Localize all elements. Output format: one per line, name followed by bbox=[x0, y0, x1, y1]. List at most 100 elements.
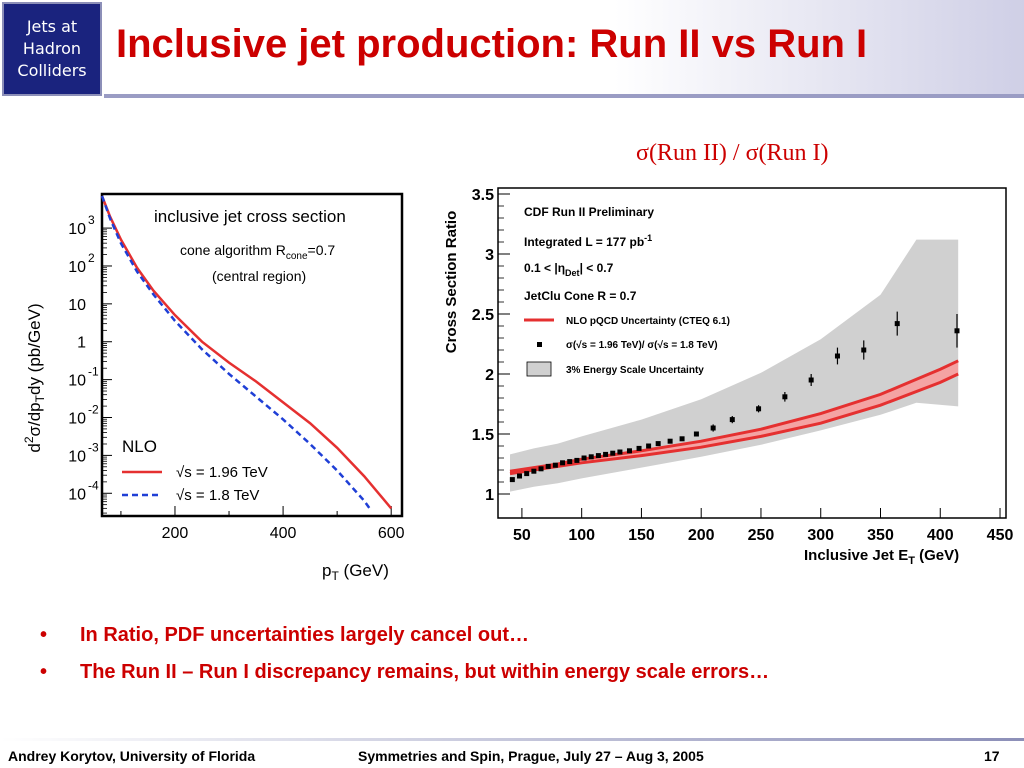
data-point bbox=[595, 453, 601, 459]
data-point bbox=[834, 353, 840, 359]
y-tick-exponent: -1 bbox=[88, 365, 99, 379]
x-axis-label-text: p bbox=[322, 561, 331, 580]
x-tick-label: 50 bbox=[513, 527, 531, 544]
data-point bbox=[756, 406, 762, 412]
header-divider bbox=[104, 94, 1024, 98]
cross-section-svg: 200 400 60010310210110-110-210-310-4inclus… bbox=[22, 192, 405, 583]
footer-author: Andrey Korytov, University of Florida bbox=[8, 748, 256, 764]
y-tick-exponent: -3 bbox=[88, 440, 99, 454]
annotation-algorithm-value: =0.7 bbox=[308, 242, 336, 258]
bullet-dot-icon: • bbox=[40, 624, 48, 646]
x-axis-label-unit: (GeV) bbox=[915, 547, 959, 564]
y-axis-label: Cross Section Ratio bbox=[443, 211, 460, 354]
series-line-run2 bbox=[100, 195, 393, 510]
annotation-algorithm-sub: cone bbox=[286, 251, 308, 262]
y-tick-base: 10 bbox=[68, 448, 86, 465]
y-tick-base: 10 bbox=[68, 259, 86, 276]
y-tick-label: 10 bbox=[68, 373, 86, 390]
x-tick-label: 100 bbox=[568, 527, 595, 544]
bullet-item: • The Run II – Run I discrepancy remains… bbox=[40, 661, 1000, 684]
annotation-cone: JetClu Cone R = 0.7 bbox=[524, 289, 637, 303]
y-tick-label: 2 bbox=[485, 367, 494, 384]
y-axis-label-mid: σ/dp bbox=[25, 402, 44, 436]
y-tick-label: 2.5 bbox=[472, 307, 494, 324]
data-point bbox=[603, 451, 609, 457]
x-tick-label: 200 bbox=[162, 525, 189, 542]
y-axis-label-unit: dy (pb/GeV) bbox=[25, 303, 44, 395]
y-tick-label: 3.5 bbox=[472, 187, 494, 204]
data-point bbox=[646, 443, 652, 449]
x-tick-label: 350 bbox=[867, 527, 894, 544]
slide-footer: Andrey Korytov, University of Florida Sy… bbox=[0, 744, 1024, 768]
annotation-luminosity-exp: -1 bbox=[644, 233, 652, 243]
footer-divider bbox=[0, 738, 1024, 741]
annotation-algorithm-text: cone algorithm R bbox=[180, 242, 286, 258]
data-point bbox=[588, 454, 594, 460]
data-point bbox=[626, 448, 632, 454]
y-axis-label-d: d bbox=[25, 443, 44, 452]
y-tick-label: 1 bbox=[77, 335, 86, 352]
legend-label-band: 3% Energy Scale Uncertainty bbox=[566, 365, 704, 376]
annotation-eta-end: | < 0.7 bbox=[580, 261, 614, 275]
data-point bbox=[655, 441, 661, 447]
x-tick-label: 150 bbox=[628, 527, 655, 544]
ratio-svg: 50 100 150 200 250 300 350 400 450 1 1.5 2 2.5 3 3.5 CD… bbox=[443, 187, 1014, 567]
data-point bbox=[667, 438, 673, 444]
logo-badge: Jets at Hadron Colliders bbox=[2, 2, 102, 96]
y-tick-label: 10 bbox=[68, 221, 86, 238]
x-tick-label: 250 bbox=[748, 527, 775, 544]
slide-header: Jets at Hadron Colliders Inclusive jet p… bbox=[0, 0, 1024, 98]
x-tick-label: 450 bbox=[987, 527, 1014, 544]
data-point bbox=[954, 328, 960, 334]
data-point bbox=[610, 450, 616, 456]
y-tick-label: 10 bbox=[68, 448, 86, 465]
data-point bbox=[560, 460, 566, 466]
data-point bbox=[524, 471, 530, 477]
data-point bbox=[861, 347, 867, 353]
footer-conference: Symmetries and Spin, Prague, July 27 – A… bbox=[358, 748, 704, 764]
data-point bbox=[567, 459, 573, 465]
annotation-region: (central region) bbox=[212, 268, 306, 284]
legend-title: NLO bbox=[122, 437, 157, 456]
data-point bbox=[617, 449, 623, 455]
logo-line-2: Hadron bbox=[22, 39, 82, 58]
bullet-list: • In Ratio, PDF uncertainties largely ca… bbox=[40, 624, 1000, 698]
y-tick-label: 1 bbox=[485, 487, 494, 504]
annotation-eta-text: 0.1 < |η bbox=[524, 261, 565, 275]
page-number: 17 bbox=[984, 748, 1000, 764]
y-axis-label-sub: T bbox=[33, 394, 47, 402]
legend-swatch-band bbox=[526, 361, 552, 377]
data-point bbox=[531, 468, 537, 474]
data-point bbox=[552, 462, 558, 468]
y-tick-exponent: -4 bbox=[88, 478, 99, 492]
annotation-luminosity-text: Integrated L = 177 pb bbox=[524, 235, 644, 249]
energy-scale-band bbox=[510, 239, 959, 492]
x-tick-label: 600 bbox=[378, 525, 405, 542]
legend-label-run1: √s = 1.8 TeV bbox=[176, 487, 259, 504]
ratio-chart-heading: σ(Run II) / σ(Run I) bbox=[636, 140, 829, 166]
bullet-item: • In Ratio, PDF uncertainties largely ca… bbox=[40, 624, 1000, 647]
legend-swatch-ratio bbox=[537, 342, 542, 347]
data-point bbox=[729, 417, 735, 423]
y-axis-label: d2σ/dpTdy (pb/GeV) bbox=[22, 303, 47, 452]
y-tick-base: 10 bbox=[68, 297, 86, 314]
data-point bbox=[679, 436, 685, 442]
x-axis-label: Inclusive Jet ET (GeV) bbox=[804, 547, 959, 567]
data-point bbox=[574, 457, 580, 463]
data-point bbox=[581, 455, 587, 461]
data-point bbox=[782, 394, 788, 400]
y-tick-label: 3 bbox=[485, 247, 494, 264]
x-tick-label: 200 bbox=[688, 527, 715, 544]
data-point bbox=[517, 473, 523, 479]
x-axis-label: pT (GeV) bbox=[322, 561, 389, 583]
legend-label-nlo: NLO pQCD Uncertainty (CTEQ 6.1) bbox=[566, 316, 730, 327]
cross-section-chart: 200 400 600 10 3 10 2 10 1 10 -1 10 -2 10 -3 10 -4 inclus… bbox=[0, 180, 420, 590]
data-point bbox=[808, 377, 814, 383]
y-tick-base: 10 bbox=[68, 411, 86, 428]
y-tick-base: 10 bbox=[68, 221, 86, 238]
x-tick-label: 400 bbox=[270, 525, 297, 542]
series-line-run1 bbox=[100, 195, 371, 510]
y-axis-label-sup: 2 bbox=[22, 436, 36, 443]
data-point bbox=[710, 425, 716, 431]
y-tick-label: 10 bbox=[68, 411, 86, 428]
